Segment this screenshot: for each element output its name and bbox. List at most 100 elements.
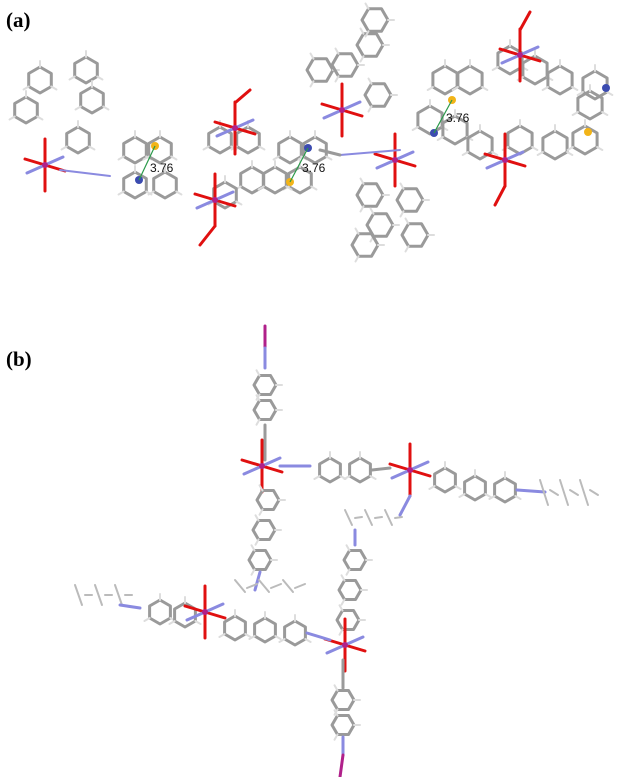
ring [458,66,482,94]
bond [51,87,56,90]
ring [150,600,171,624]
bond [455,486,460,489]
bond [275,636,280,639]
bond [459,494,464,497]
bond [580,480,588,505]
ring [332,54,358,77]
bond [307,633,330,640]
bond [395,517,402,518]
ring [67,127,90,153]
ring [543,131,567,159]
ring [332,716,354,735]
bond [311,54,314,59]
bond [120,605,140,608]
bond [342,600,345,605]
bond [406,219,409,224]
bond [171,157,176,160]
metal-center [392,157,398,163]
bond [361,56,364,61]
bond [406,246,409,251]
ring [362,9,388,32]
ring [254,376,276,395]
bond [492,152,497,155]
metal-center [502,157,508,163]
ring [495,478,516,502]
bond [361,179,364,184]
distance-label: 3.76 [302,161,326,175]
bond [428,87,433,90]
ring [337,611,359,630]
bond [336,49,339,54]
ring [402,224,428,247]
bond [311,81,314,86]
bond [532,147,537,150]
bond [169,621,174,624]
ring [285,621,306,645]
bond [342,575,345,580]
distance-label: 3.76 [150,161,174,175]
bond [520,12,530,30]
bond [345,510,352,525]
bond [37,117,42,120]
ring [418,106,442,134]
bond [97,77,102,80]
bond [347,570,350,575]
bond [361,29,364,34]
bond [375,517,382,518]
bond [401,184,404,189]
bond [256,515,259,520]
bond [570,490,578,495]
bond [607,92,612,95]
bond [235,580,245,592]
ring [149,137,172,163]
ring [435,468,456,492]
bond [95,585,102,605]
bond [573,112,578,115]
bond [252,545,255,550]
bond [572,87,577,90]
ring [29,67,52,93]
metal-center [212,197,218,203]
bond [236,90,250,102]
bond [283,580,293,592]
bond [538,152,543,155]
bond [326,157,331,160]
metal-center [42,162,48,168]
bond [236,202,241,205]
centroid [602,84,610,92]
ring [124,172,147,198]
bond [252,570,255,575]
ring [350,458,371,482]
ring [255,618,276,642]
bond [259,147,264,150]
metal-center [407,467,413,473]
bond [347,545,350,550]
bond [340,630,343,635]
bond [560,480,568,505]
centroid [584,128,592,136]
ring [75,57,98,83]
bond [200,226,215,245]
bond [62,147,67,150]
bond [366,31,369,36]
bond [400,496,410,515]
bond [195,621,200,624]
bond [76,107,81,110]
bond [361,206,364,211]
ring [249,551,271,570]
ring [344,551,366,570]
bond [495,186,505,205]
bond [103,107,108,110]
bond [370,476,375,479]
bond [119,157,124,160]
bond [10,117,15,120]
bond [260,510,263,515]
bond [438,137,443,140]
bond [372,468,390,470]
ring [81,87,104,113]
bond [365,510,372,525]
metal-center [342,642,348,648]
bond [401,211,404,216]
bond [119,192,124,195]
bond [257,370,260,375]
